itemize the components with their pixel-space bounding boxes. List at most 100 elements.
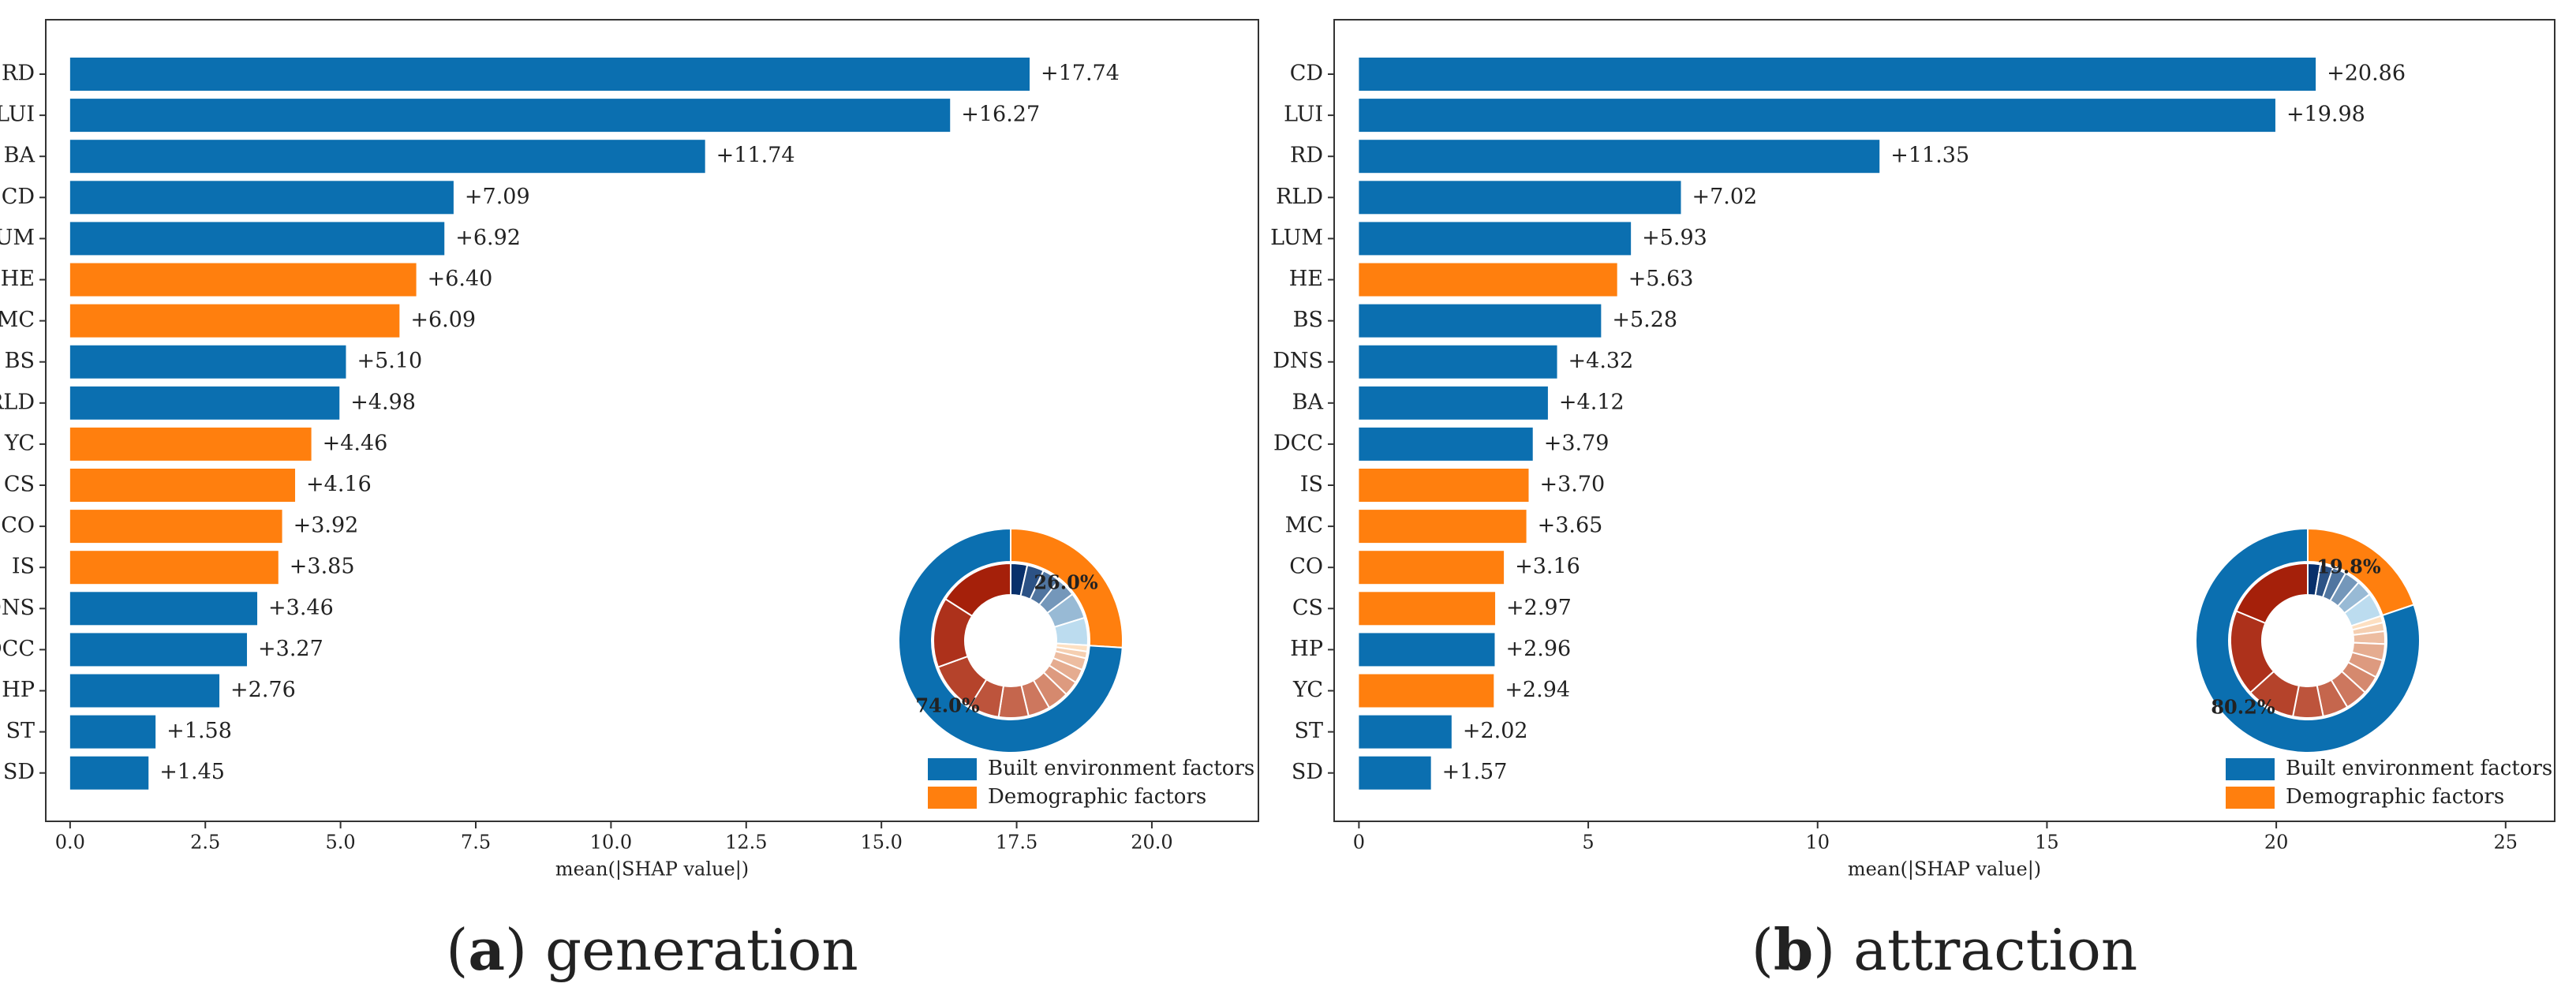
y-tick-label: LUI <box>0 103 35 127</box>
donut-inner-slice <box>944 562 1011 618</box>
y-tick-label: BS <box>1293 308 1323 332</box>
x-tick-label: 2.5 <box>190 832 220 854</box>
donut-outer-slice <box>2195 527 2421 753</box>
y-tick-label: HE <box>1289 267 1323 291</box>
bar <box>69 222 445 256</box>
donut-percent-label: 74.0% <box>915 694 979 717</box>
y-tick-label: RLD <box>0 390 35 414</box>
bar <box>1359 99 2275 133</box>
value-label: +6.09 <box>410 308 476 332</box>
y-tick-label: ST <box>6 719 35 743</box>
value-label: +4.98 <box>350 390 416 414</box>
bar <box>1359 551 1505 585</box>
value-label: +11.74 <box>716 144 795 168</box>
value-label: +6.40 <box>428 267 493 291</box>
legend-label: Demographic factors <box>988 785 1206 809</box>
value-label: +5.28 <box>1612 308 1677 332</box>
bar <box>69 140 705 174</box>
y-tick-label: LUI <box>1284 103 1323 127</box>
plot-frame <box>45 19 1259 822</box>
y-tick-label: DCC <box>0 637 35 661</box>
y-tick-label: BA <box>4 144 36 168</box>
bar <box>69 304 400 338</box>
value-label: +7.02 <box>1692 185 1758 209</box>
x-tick-label: 7.5 <box>461 832 491 854</box>
x-tick-label: 12.5 <box>725 832 767 854</box>
y-tick-label: SD <box>1292 760 1323 784</box>
value-label: +5.10 <box>357 349 422 373</box>
legend-label: Built environment factors <box>988 757 1254 780</box>
legend-swatch <box>2226 787 2275 809</box>
value-label: +1.58 <box>166 719 232 743</box>
legend-swatch <box>928 758 977 780</box>
y-tick-label: CO <box>1 514 35 538</box>
x-tick-label: 10 <box>1805 832 1830 854</box>
donut-percent-label: 80.2% <box>2211 696 2275 719</box>
y-tick-label: RD <box>1290 144 1323 168</box>
bar <box>1359 510 1527 544</box>
caption-part: b <box>1774 916 1813 983</box>
x-tick-label: 20.0 <box>1131 832 1172 854</box>
bar <box>69 469 296 502</box>
legend-label: Demographic factors <box>2286 785 2504 809</box>
bar <box>69 715 156 749</box>
caption-part: a <box>468 916 505 983</box>
y-tick-label: CS <box>4 473 35 497</box>
donut-percent-label: 26.0% <box>1034 571 1097 594</box>
bar <box>1359 58 2316 91</box>
bar <box>1359 469 1529 502</box>
x-tick-label: 10.0 <box>590 832 632 854</box>
bar <box>1359 756 1431 790</box>
chart: 0 5 10 15 20 25 mean(|SHAP value|) CD +20.86 LUI +… <box>1270 19 2555 983</box>
y-tick-label: ST <box>1294 719 1323 743</box>
legend-swatch <box>2226 758 2275 780</box>
bar <box>69 674 220 708</box>
chart: 0.0 2.5 5.0 7.5 10.0 12.5 15.0 17.5 20.0 mean(|SH… <box>0 19 1259 983</box>
value-label: +2.97 <box>1506 596 1572 620</box>
bar <box>1359 592 1496 626</box>
value-label: +4.32 <box>1568 349 1634 373</box>
bar <box>1359 715 1452 749</box>
value-label: +17.74 <box>1041 62 1120 86</box>
bar <box>69 58 1030 91</box>
plot-frame <box>1333 19 2555 822</box>
y-tick-label: HP <box>1290 637 1323 661</box>
bar <box>1359 345 1557 379</box>
bar <box>69 510 282 544</box>
legend-swatch <box>928 787 977 809</box>
value-label: +7.09 <box>465 185 530 209</box>
value-label: +4.46 <box>323 431 388 455</box>
value-label: +6.92 <box>455 226 521 250</box>
caption: (a) generation <box>446 916 858 983</box>
y-tick-label: MC <box>0 308 35 332</box>
bar <box>69 756 149 790</box>
bar <box>1359 633 1495 667</box>
x-tick-label: 15 <box>2035 832 2059 854</box>
value-label: +3.70 <box>1539 473 1605 497</box>
y-tick-label: YC <box>1292 678 1323 702</box>
value-label: +11.35 <box>1890 144 1969 168</box>
y-tick-label: DNS <box>0 596 35 620</box>
x-tick-label: 25 <box>2494 832 2518 854</box>
bar <box>69 427 312 461</box>
value-label: +4.16 <box>306 473 372 497</box>
y-tick-label: SD <box>3 760 35 784</box>
y-tick-label: CO <box>1289 555 1323 579</box>
y-tick-label: DCC <box>1273 431 1323 455</box>
bar <box>1359 140 1880 174</box>
value-label: +4.12 <box>1559 390 1624 414</box>
bar <box>69 592 258 626</box>
y-tick-label: HP <box>2 678 35 702</box>
x-axis-label: mean(|SHAP value|) <box>555 858 749 881</box>
bar <box>1359 222 1632 256</box>
bar <box>69 345 346 379</box>
bar <box>69 551 279 585</box>
x-tick-label: 0 <box>1353 832 1365 854</box>
value-label: +2.96 <box>1505 637 1571 661</box>
value-label: +3.85 <box>290 555 355 579</box>
value-label: +3.27 <box>258 637 323 661</box>
x-tick-label: 17.5 <box>996 832 1038 854</box>
y-tick-label: CS <box>1292 596 1323 620</box>
